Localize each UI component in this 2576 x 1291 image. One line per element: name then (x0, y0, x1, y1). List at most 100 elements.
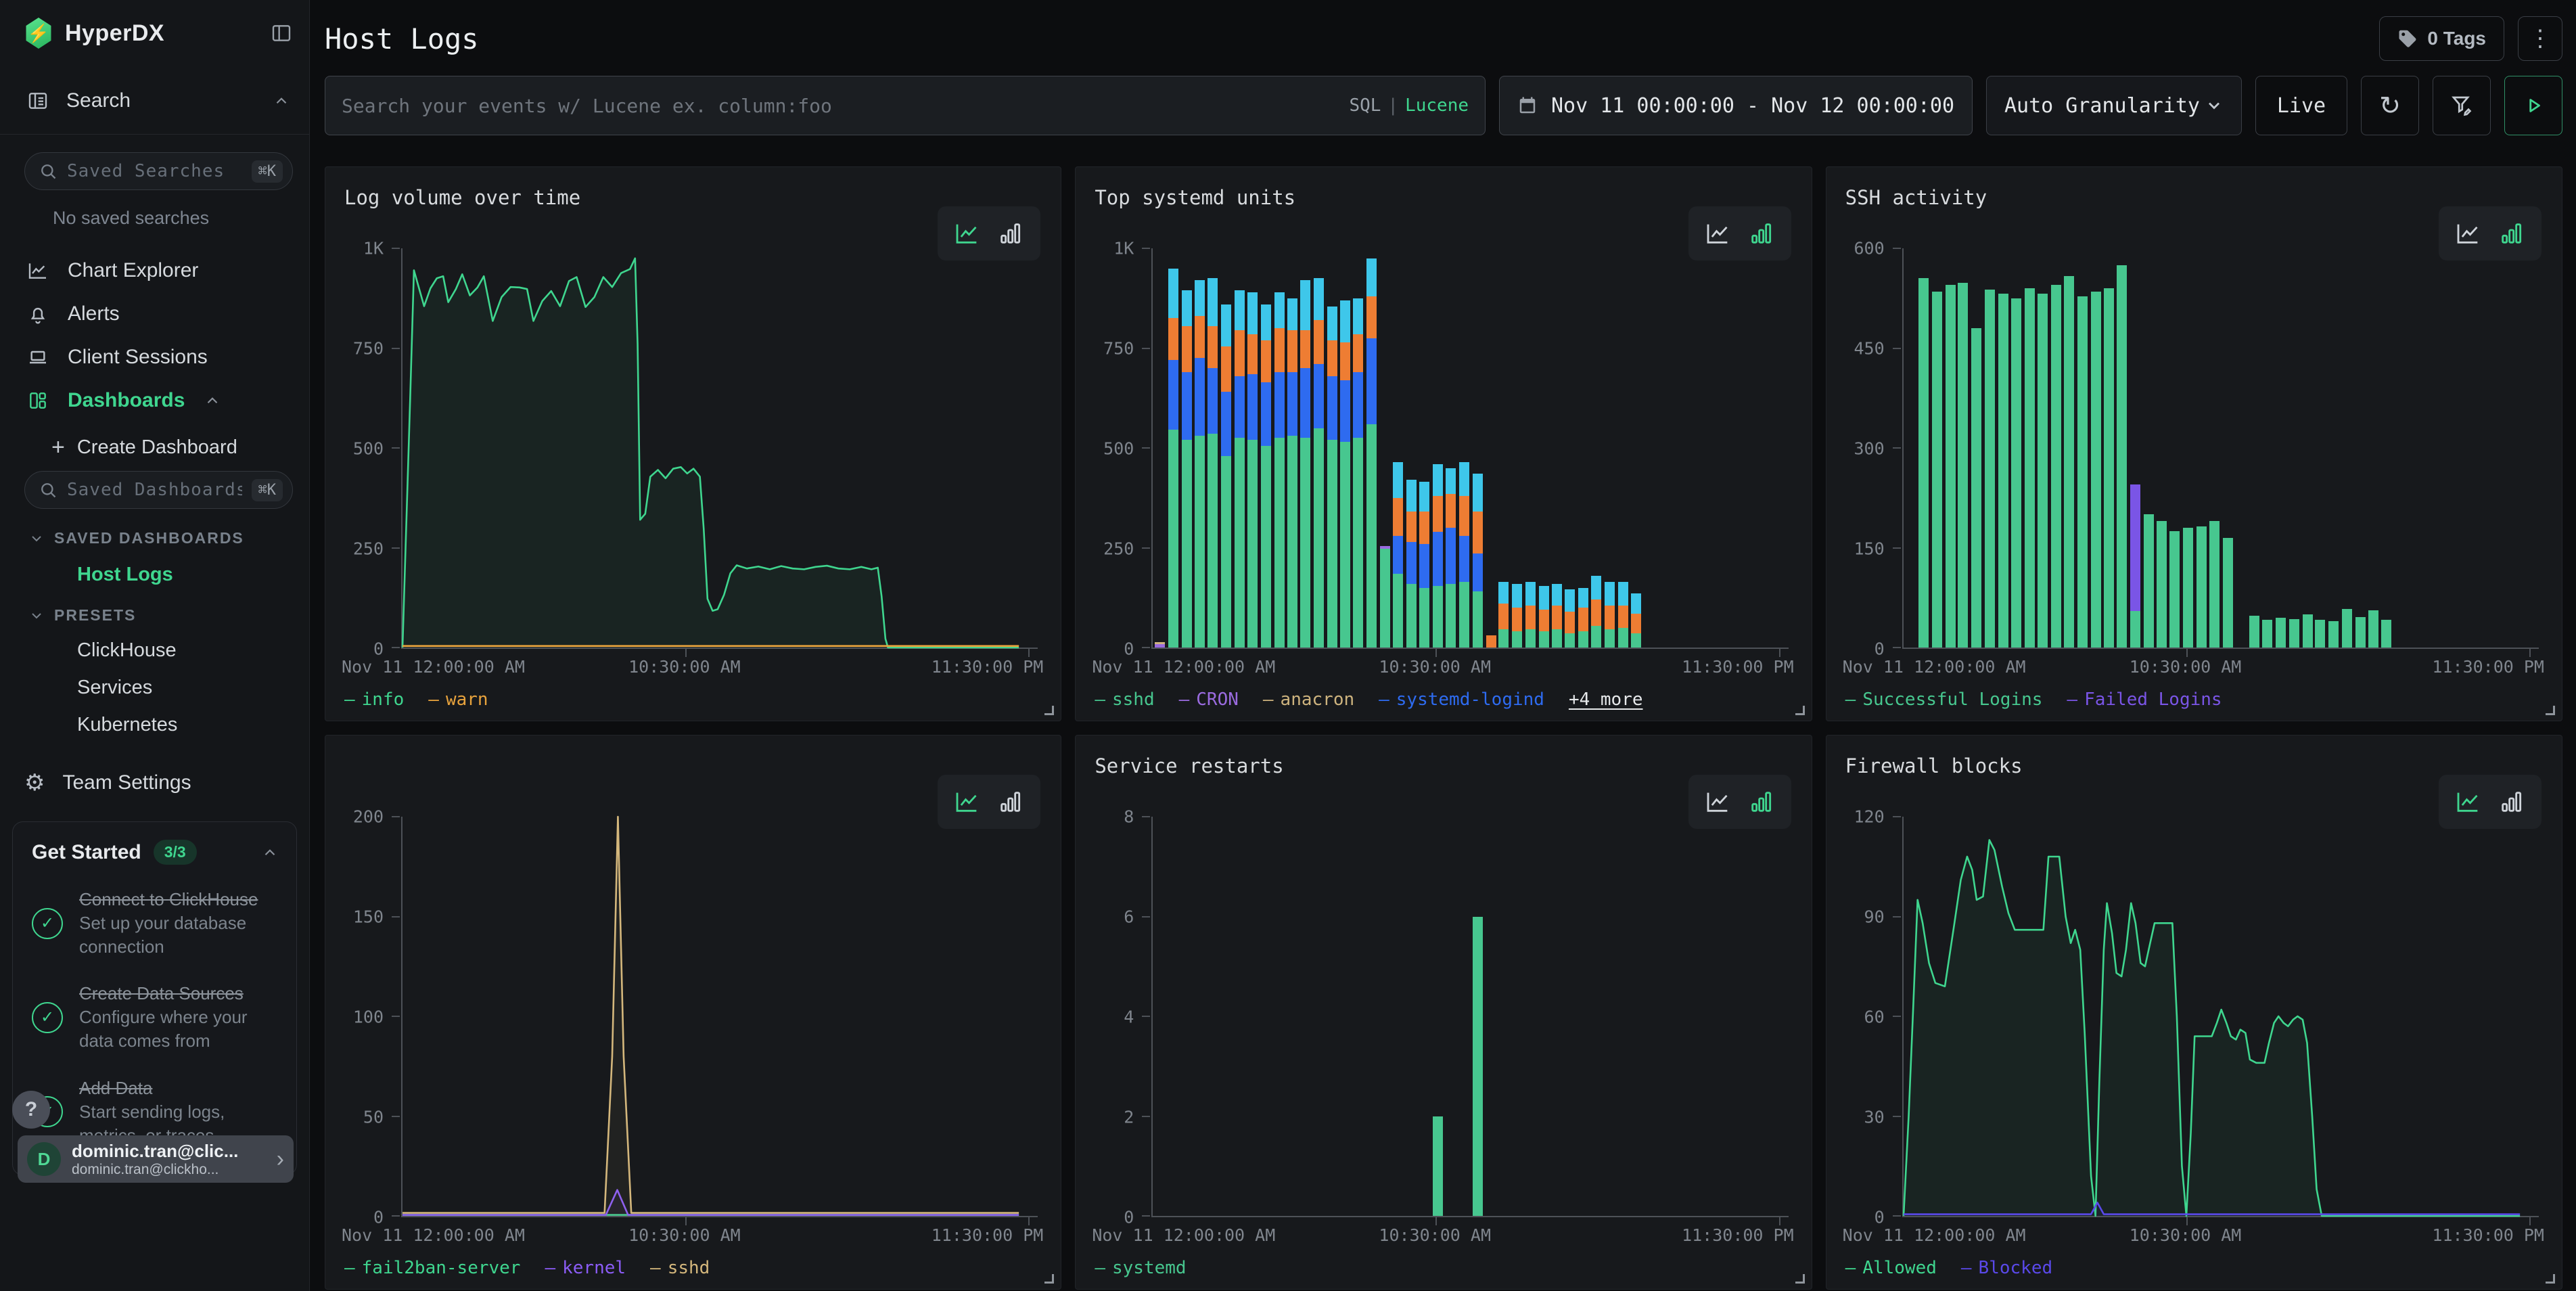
legend-more-link[interactable]: +4 more (1569, 689, 1643, 710)
get-started-item[interactable]: ✓ Connect to ClickHouse Set up your data… (32, 888, 279, 959)
chevron-up-icon[interactable] (204, 392, 221, 409)
granularity-select[interactable]: Auto Granularity (1986, 76, 2242, 135)
y-tick-label: 30 (1864, 1108, 1885, 1127)
resize-handle[interactable] (1795, 706, 1805, 715)
y-axis-labels: 200150100500 (325, 817, 388, 1217)
x-tick-mark (1028, 649, 1030, 657)
sidebar-item-kubernetes[interactable]: Kubernetes (77, 714, 293, 736)
bar-chart-icon[interactable] (997, 788, 1024, 815)
sidebar-item-chart-explorer[interactable]: Chart Explorer (24, 249, 293, 292)
sql-toggle[interactable]: SQL (1349, 95, 1381, 116)
line-chart-icon[interactable] (1705, 788, 1732, 815)
chart-explorer-icon (27, 260, 49, 281)
sidebar-item-search[interactable]: Search (24, 83, 293, 119)
bar-chart-icon[interactable] (2498, 220, 2525, 247)
sidebar-collapse-icon[interactable] (270, 22, 293, 44)
saved-dashboards-section[interactable]: SAVED DASHBOARDS (28, 529, 293, 547)
hyperdx-logo-icon: ⚡ (24, 18, 53, 49)
refresh-button[interactable]: ↻ (2361, 76, 2419, 135)
legend-item: —warn (428, 689, 488, 710)
resize-handle[interactable] (2546, 1274, 2555, 1284)
tags-button[interactable]: 0 Tags (2379, 16, 2504, 61)
date-range-value: Nov 11 00:00:00 - Nov 12 00:00:00 (1551, 94, 1954, 118)
bar (1459, 248, 1469, 648)
chart-panel-ssh-activity: SSH activity 6004503001500 Nov 11 12:00:… (1826, 166, 2562, 721)
x-tick-label: 11:30:00 PM (2432, 657, 2544, 677)
sidebar-item-services[interactable]: Services (77, 677, 293, 699)
bar (2091, 248, 2101, 648)
check-circle-icon: ✓ (32, 908, 63, 939)
bar-chart-icon[interactable] (2498, 788, 2525, 815)
sidebar-item-alerts[interactable]: Alerts (24, 292, 293, 336)
bar (1155, 248, 1165, 648)
sidebar-divider (0, 134, 309, 135)
get-started-item-title: Add Data (79, 1077, 279, 1100)
bar (1433, 248, 1443, 648)
x-tick-mark (2529, 1217, 2531, 1225)
bar (2025, 248, 2035, 648)
filter-button[interactable] (2433, 76, 2491, 135)
resize-handle[interactable] (1044, 706, 1054, 715)
saved-searches-input[interactable]: Saved Searches ⌘K (24, 152, 293, 190)
resize-handle[interactable] (2546, 706, 2555, 715)
bar-chart-icon[interactable] (1748, 220, 1775, 247)
bar (2064, 248, 2074, 648)
get-started-item-title: Create Data Sources (79, 982, 279, 1005)
get-started-item[interactable]: ✓ Create Data Sources Configure where yo… (32, 982, 279, 1053)
saved-dashboards-input[interactable]: Saved Dashboards ⌘K (24, 471, 293, 509)
y-tick-label: 120 (1854, 807, 1885, 827)
line-chart-icon[interactable] (2455, 788, 2482, 815)
chevron-up-icon[interactable] (273, 92, 290, 110)
x-tick-label: 10:30:00 AM (2130, 1225, 2242, 1245)
y-tick-mark (392, 248, 400, 249)
y-axis-labels: 1209060300 (1826, 817, 1889, 1217)
sidebar-item-client-sessions[interactable]: Client Sessions (24, 336, 293, 379)
sidebar-item-team-settings[interactable]: ⚙ Team Settings (24, 771, 293, 794)
y-axis-labels: 6004503001500 (1826, 248, 1889, 649)
run-query-button[interactable] (2504, 76, 2562, 135)
resize-handle[interactable] (1044, 1274, 1054, 1284)
y-tick-label: 750 (1103, 339, 1134, 359)
sidebar-item-dashboards[interactable]: Dashboards (24, 379, 293, 422)
date-range-input[interactable]: Nov 11 00:00:00 - Nov 12 00:00:00 (1499, 76, 1973, 135)
user-menu[interactable]: D dominic.tran@clic... dominic.tran@clic… (18, 1135, 294, 1183)
y-tick-mark (1893, 1116, 1901, 1117)
chevron-up-icon[interactable] (261, 844, 279, 861)
line-chart-icon[interactable] (1705, 220, 1732, 247)
get-started-header[interactable]: Get Started 3/3 (32, 840, 279, 865)
y-tick-mark (1142, 447, 1150, 449)
line-chart-icon[interactable] (2455, 220, 2482, 247)
bar-chart-icon[interactable] (997, 220, 1024, 247)
panel-menu-button[interactable]: ⋮ (2518, 16, 2562, 61)
help-button[interactable]: ? (12, 1091, 50, 1129)
legend-item: —systemd-logind (1379, 689, 1544, 710)
lucene-toggle[interactable]: Lucene (1405, 95, 1469, 116)
saved-dashboards-placeholder: Saved Dashboards (67, 480, 242, 500)
y-tick-label: 0 (1874, 1208, 1885, 1227)
x-tick-label: Nov 11 12:00:00 AM (342, 657, 525, 677)
resize-handle[interactable] (1795, 1274, 1805, 1284)
section-label: PRESETS (54, 606, 136, 625)
bar-chart-icon[interactable] (1748, 788, 1775, 815)
x-tick-label: 11:30:00 PM (2432, 1225, 2544, 1245)
search-input[interactable]: Search your events w/ Lucene ex. column:… (325, 76, 1486, 135)
sidebar-item-clickhouse[interactable]: ClickHouse (77, 639, 293, 662)
y-tick-mark (1142, 1016, 1150, 1017)
line-chart-icon[interactable] (954, 788, 981, 815)
y-tick-mark (392, 348, 400, 349)
legend-item: —kernel (545, 1258, 626, 1278)
live-button[interactable]: Live (2255, 76, 2347, 135)
search-placeholder: Search your events w/ Lucene ex. column:… (342, 95, 1335, 117)
y-tick-label: 1K (1113, 239, 1134, 258)
y-tick-mark (392, 547, 400, 549)
bar (2196, 248, 2207, 648)
no-saved-searches-text: No saved searches (53, 208, 293, 229)
create-dashboard-button[interactable]: + Create Dashboard (51, 436, 293, 459)
presets-section[interactable]: PRESETS (28, 606, 293, 625)
bar (1327, 248, 1337, 648)
query-language-toggle[interactable]: SQL|Lucene (1349, 95, 1469, 116)
line-chart-icon[interactable] (954, 220, 981, 247)
sidebar-item-host-logs[interactable]: Host Logs (77, 564, 293, 586)
x-axis-labels: Nov 11 12:00:00 AM10:30:00 AM11:30:00 PM (1151, 657, 1788, 680)
bar (2157, 248, 2167, 648)
